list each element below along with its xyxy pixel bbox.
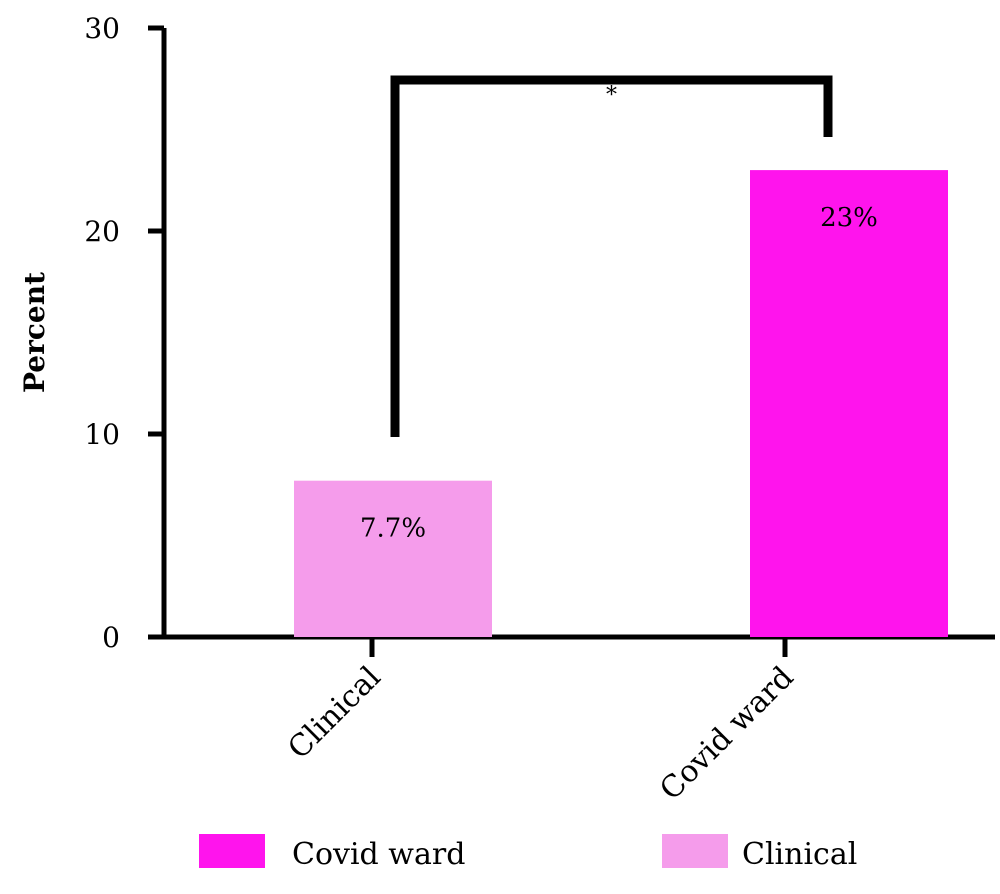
legend-swatch — [199, 834, 265, 868]
legend: Covid ward Clinical — [199, 834, 857, 872]
y-tick-label: 30 — [84, 12, 120, 45]
y-tick-label: 10 — [84, 418, 120, 451]
significance-line — [390, 75, 833, 437]
x-tick-label: Covid ward — [653, 660, 800, 807]
y-axis-label: Percent — [18, 272, 51, 393]
x-tick-label: Clinical — [281, 660, 387, 766]
y-tick-label: 0 — [102, 621, 120, 654]
data-label: 23% — [820, 203, 878, 233]
data-labels: 7.7% 23% — [360, 203, 878, 544]
legend-label: Covid ward — [292, 837, 465, 872]
bar-clinical — [294, 480, 492, 637]
legend-swatch — [662, 834, 728, 868]
data-label: 7.7% — [360, 514, 426, 544]
bar-covid-ward — [750, 170, 948, 637]
legend-label: Clinical — [742, 837, 857, 872]
y-tick-label: 20 — [84, 215, 120, 248]
significance-bracket: * — [390, 75, 833, 437]
significance-label: * — [606, 83, 617, 108]
bars — [294, 170, 948, 637]
